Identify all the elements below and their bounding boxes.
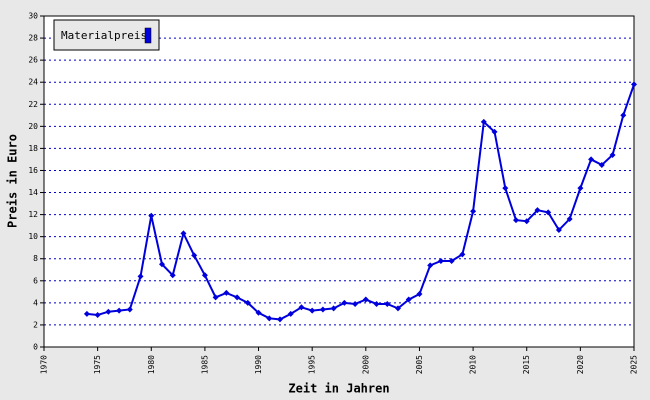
point [330,305,337,312]
point [555,227,562,234]
x-tick-label: 2020 [576,355,585,374]
y-tick-label: 2 [33,320,38,329]
point [448,257,455,264]
point [373,300,380,307]
x-tick-label: 2025 [630,355,639,374]
point [566,216,573,223]
point [244,299,251,306]
point [577,185,584,192]
point [266,315,273,322]
point [534,207,541,214]
point [598,161,605,168]
point [395,305,401,312]
point [116,307,123,314]
y-tick-label: 30 [28,12,38,21]
point [416,291,423,298]
point [427,262,434,269]
point [105,308,112,315]
point [298,304,305,311]
point [523,218,530,225]
point [405,296,412,303]
point [491,128,498,135]
point [201,272,208,279]
point [180,230,187,237]
point [480,118,487,125]
y-axis-title: Preis in Euro [6,134,20,228]
point [126,306,133,313]
x-tick-label: 1975 [93,355,102,374]
line [86,84,635,321]
point [234,294,241,301]
x-tick-label: 2000 [361,355,370,374]
point [545,209,552,216]
x-axis-title: Zeit in Jahren [288,382,389,396]
y-tick-label: 0 [33,343,38,352]
point [384,300,391,307]
point [191,252,198,259]
x-tick-label: 1970 [40,355,49,374]
y-tick-label: 10 [28,232,38,241]
point [502,185,509,192]
legend-swatch [144,27,152,44]
x-tick-label: 1990 [254,355,263,374]
point [470,208,477,215]
point [137,273,144,280]
point [609,152,616,159]
y-tick-label: 24 [28,78,38,87]
y-tick-label: 20 [28,122,38,131]
legend-label: Materialpreis [61,29,147,42]
y-tick-label: 28 [28,34,38,43]
point [287,310,294,317]
y-tick-label: 16 [28,166,38,175]
point [620,112,627,119]
y-tick-label: 22 [28,100,38,109]
point [309,307,316,314]
point [513,217,519,224]
point [83,310,90,317]
point [223,289,230,296]
x-tick-label: 2015 [522,355,531,374]
point [319,306,326,313]
plot-area [44,16,634,347]
x-tick-label: 1980 [147,355,156,374]
y-tick-label: 12 [28,210,38,219]
y-tick-label: 26 [28,56,38,65]
point [631,81,637,88]
y-tick-label: 6 [33,276,38,285]
point [255,309,262,316]
x-tick-label: 1995 [308,355,317,374]
point [94,312,101,319]
point [352,300,359,307]
point [159,261,165,268]
x-tick-label: 1985 [200,355,209,374]
point [169,272,176,279]
y-tick-label: 18 [28,144,38,153]
point [277,316,283,323]
point [362,296,369,303]
legend-box [53,19,160,51]
y-tick-label: 4 [33,298,38,307]
y-tick-label: 14 [28,188,38,197]
point [588,156,595,163]
point [212,294,219,301]
point [437,257,444,264]
legend: Materialpreis [53,19,160,51]
x-tick-label: 2005 [415,355,424,374]
point [459,251,466,258]
y-tick-label: 8 [33,254,38,263]
point [148,212,155,219]
point [341,299,348,306]
plot-frame [43,15,635,348]
x-tick-label: 2010 [469,355,478,374]
